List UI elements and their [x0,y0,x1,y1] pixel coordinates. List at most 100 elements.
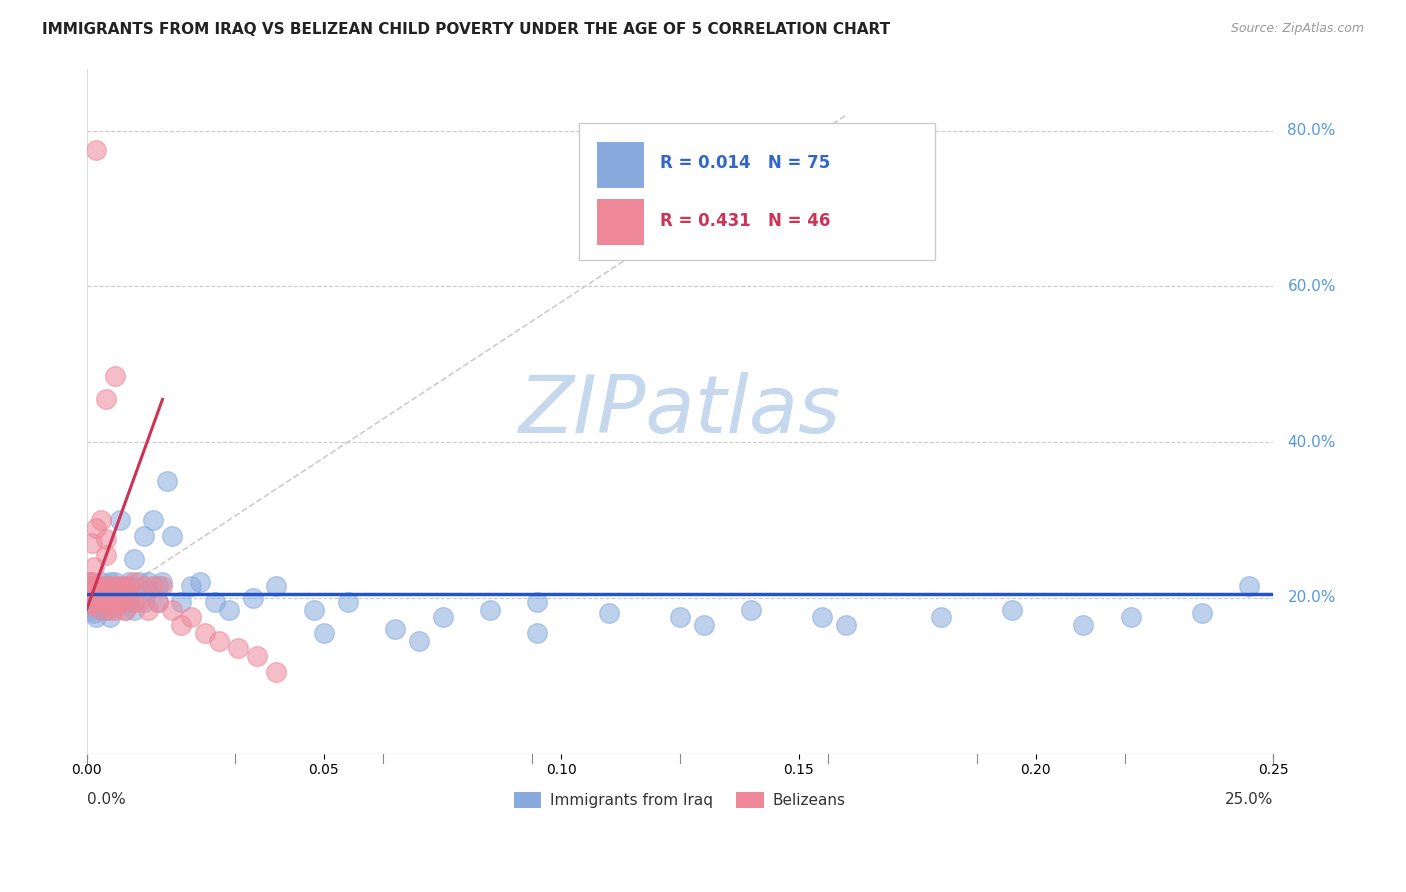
Point [1239,579,1261,593]
Point [82,599,104,613]
Point [136,575,159,590]
Point [84,595,107,609]
Point [228,641,250,656]
Point [740,602,762,616]
Point [479,602,502,616]
Point [80,595,103,609]
Point [122,575,145,590]
Point [336,595,359,609]
Point [98,595,121,609]
Point [90,579,112,593]
Point [384,622,406,636]
Point [98,595,121,609]
Point [84,143,107,157]
Point [114,602,136,616]
Point [128,575,150,590]
Point [114,579,136,593]
Point [82,536,104,550]
Point [87,591,110,605]
Point [84,579,107,593]
Point [80,575,103,590]
Point [94,548,117,562]
Point [692,618,714,632]
Point [98,579,121,593]
Point [114,602,136,616]
Point [104,599,127,613]
Point [90,602,112,616]
Point [118,591,141,605]
Point [669,610,692,624]
Point [929,610,952,624]
Point [160,528,183,542]
Point [122,595,145,609]
Bar [596,199,644,245]
Point [77,575,100,590]
Point [266,579,288,593]
Point [170,595,193,609]
Point [1191,607,1213,621]
Point [94,579,117,593]
Point [160,602,183,616]
Point [194,625,217,640]
Point [152,579,174,593]
Point [118,595,141,609]
Text: IMMIGRANTS FROM IRAQ VS BELIZEAN CHILD POVERTY UNDER THE AGE OF 5 CORRELATION CH: IMMIGRANTS FROM IRAQ VS BELIZEAN CHILD P… [42,22,890,37]
Point [142,579,165,593]
Point [77,602,100,616]
Point [104,575,127,590]
Point [98,610,121,624]
Point [204,595,226,609]
Point [79,579,101,593]
Point [90,575,112,590]
Text: 60.0%: 60.0% [1288,279,1336,294]
Point [156,474,179,488]
Point [114,579,136,593]
Point [108,579,131,593]
Point [104,579,127,593]
Point [94,602,117,616]
Point [136,582,159,597]
Text: 80.0%: 80.0% [1288,123,1336,138]
Text: R = 0.431   N = 46: R = 0.431 N = 46 [659,211,830,229]
Point [94,591,117,605]
Point [312,625,335,640]
Point [84,521,107,535]
Point [118,579,141,593]
Text: Source: ZipAtlas.com: Source: ZipAtlas.com [1230,22,1364,36]
Point [146,595,169,609]
Point [98,575,121,590]
Point [77,599,100,613]
Point [408,633,430,648]
Point [190,575,212,590]
Point [80,579,103,593]
Point [1073,618,1095,632]
Point [122,552,145,566]
Point [104,602,127,616]
Point [98,591,121,605]
Point [304,602,326,616]
Bar [596,142,644,188]
Point [90,582,112,597]
Point [90,602,112,616]
Point [104,582,127,597]
Point [77,591,100,605]
Point [146,579,169,593]
Point [104,595,127,609]
Text: 20.0%: 20.0% [1288,591,1336,606]
Point [83,587,105,601]
Point [128,595,150,609]
Point [1119,610,1142,624]
Point [79,582,101,597]
Point [94,579,117,593]
Point [132,579,155,593]
Point [142,513,165,527]
Legend: Immigrants from Iraq, Belizeans: Immigrants from Iraq, Belizeans [508,786,852,814]
Point [98,602,121,616]
Point [84,595,107,609]
Point [132,528,155,542]
Point [108,513,131,527]
Point [218,602,240,616]
Point [180,579,202,593]
Point [94,595,117,609]
Point [108,595,131,609]
